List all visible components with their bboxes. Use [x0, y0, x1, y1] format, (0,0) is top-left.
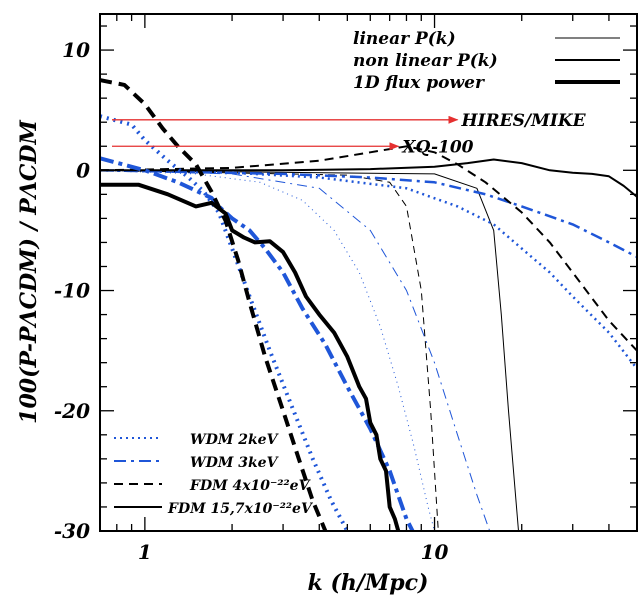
series-line-4: [100, 169, 519, 531]
x-tick-label: 10: [421, 540, 449, 564]
legend-style-label: linear P(k): [353, 29, 456, 49]
legend-model-label: WDM 2keV: [190, 432, 280, 448]
series-line-2: [100, 169, 491, 531]
plot-frame: [99, 13, 638, 532]
annotation-label-1: HIRES/MIKE: [460, 111, 586, 131]
tick-layer: 1 10 10 0 -10 -20 -30: [54, 14, 638, 564]
y-tick-label: -30: [54, 519, 90, 543]
y-tick-label: -20: [54, 399, 90, 423]
series-line-1: [100, 169, 435, 531]
y-tick-label: -10: [54, 279, 90, 303]
series-line-9: [100, 114, 350, 531]
y-tick-label: 0: [76, 158, 90, 182]
legend-style-label: non linear P(k): [353, 51, 498, 71]
series-line-8: [100, 158, 637, 198]
y-tick-label: 10: [62, 38, 90, 62]
series-layer: [100, 78, 637, 531]
legend-model-label: FDM 4x10⁻²²eV: [189, 478, 312, 494]
series-line-6: [100, 169, 637, 259]
annotation-layer: HIRES/MIKE XQ-100: [111, 111, 587, 157]
x-axis-label: k (h/Mpc): [308, 570, 429, 596]
series-line-11: [100, 78, 328, 531]
series-line-12: [100, 182, 401, 531]
annotation-label-2: XQ-100: [401, 137, 473, 157]
legend-style-label: 1D flux power: [353, 73, 485, 93]
y-axis-label: 100(P-PΛCDM) / PΛCDM: [16, 120, 42, 424]
x-tick-label: 1: [138, 540, 152, 564]
legend-model-label: FDM 15,7x10⁻²²eV: [167, 501, 314, 517]
series-line-10: [100, 156, 415, 531]
legend-model-label: WDM 3keV: [190, 455, 280, 471]
legend-layer: linear P(k)non linear P(k)1D flux power W…: [114, 29, 620, 517]
